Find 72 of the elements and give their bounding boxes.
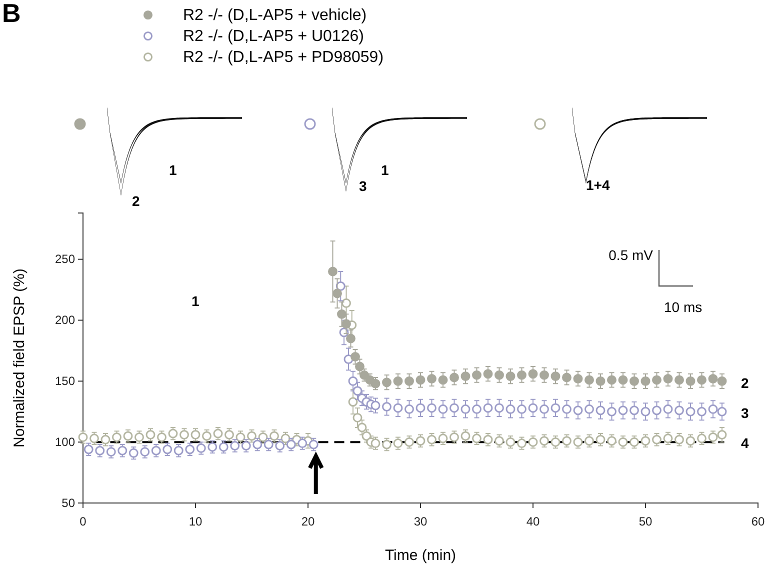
point — [332, 288, 342, 298]
point — [528, 369, 538, 379]
y-tick-label: 100 — [54, 434, 76, 449]
point — [438, 375, 448, 385]
legend-label: R2 -/- (D,L-AP5 + vehicle) — [183, 7, 367, 24]
y-tick-label: 200 — [54, 313, 76, 328]
point — [382, 378, 392, 388]
point — [607, 375, 616, 385]
point — [357, 422, 367, 432]
point — [483, 369, 493, 379]
point — [342, 319, 351, 329]
point — [663, 374, 673, 384]
point — [427, 374, 436, 384]
point — [640, 376, 650, 386]
point — [404, 376, 414, 386]
point — [416, 375, 426, 385]
x-tick-label: 30 — [414, 514, 428, 528]
annotation: 2 — [741, 375, 749, 391]
x-axis-title: Time (min) — [384, 547, 456, 564]
y-tick-label: 150 — [54, 374, 76, 388]
x-tick-label: 40 — [526, 514, 540, 528]
point — [460, 372, 470, 382]
legend-label: R2 -/- (D,L-AP5 + PD98059) — [183, 49, 384, 66]
point — [717, 376, 727, 386]
annotation: 3 — [741, 405, 749, 421]
x-tick-label: 60 — [751, 514, 765, 528]
text: 3 — [359, 178, 367, 194]
point — [506, 372, 516, 382]
annotation: 0.5 mV — [608, 247, 654, 263]
point — [596, 376, 606, 386]
x-tick-label: 20 — [301, 514, 315, 528]
point — [618, 375, 628, 385]
point — [348, 397, 358, 407]
annotation: 4 — [741, 435, 749, 451]
point — [550, 372, 560, 382]
point — [346, 334, 356, 344]
legend-label: R2 -/- (D,L-AP5 + U0126) — [183, 28, 364, 45]
point — [355, 362, 364, 372]
point — [337, 309, 346, 319]
x-tick-label: 50 — [638, 514, 652, 528]
point — [630, 376, 639, 386]
point — [517, 370, 526, 380]
point — [393, 376, 403, 386]
point — [708, 374, 718, 384]
annotation: 1 — [192, 293, 200, 309]
chart-title: B — [2, 0, 21, 28]
point — [350, 352, 360, 362]
point — [352, 412, 362, 422]
point — [717, 430, 727, 440]
y-axis-title: Normalized field EPSP (%) — [11, 268, 28, 448]
point — [540, 370, 549, 380]
text: 1+4 — [586, 177, 610, 193]
point — [472, 370, 482, 380]
point — [652, 375, 662, 385]
point — [674, 375, 684, 385]
point — [573, 374, 583, 384]
point — [342, 298, 351, 308]
x-tick-label: 0 — [80, 514, 87, 528]
text: 1 — [381, 162, 389, 178]
annotation: 10 ms — [664, 299, 702, 315]
point — [686, 376, 696, 386]
point — [450, 372, 459, 382]
point — [697, 375, 706, 385]
y-tick-label: 50 — [62, 496, 76, 510]
point — [494, 370, 504, 380]
text: 2 — [132, 193, 140, 209]
x-tick-label: 10 — [188, 514, 202, 528]
point — [584, 375, 594, 385]
point — [328, 266, 338, 276]
point — [562, 372, 572, 382]
y-tick-label: 250 — [54, 252, 76, 266]
text: 1 — [169, 162, 177, 178]
